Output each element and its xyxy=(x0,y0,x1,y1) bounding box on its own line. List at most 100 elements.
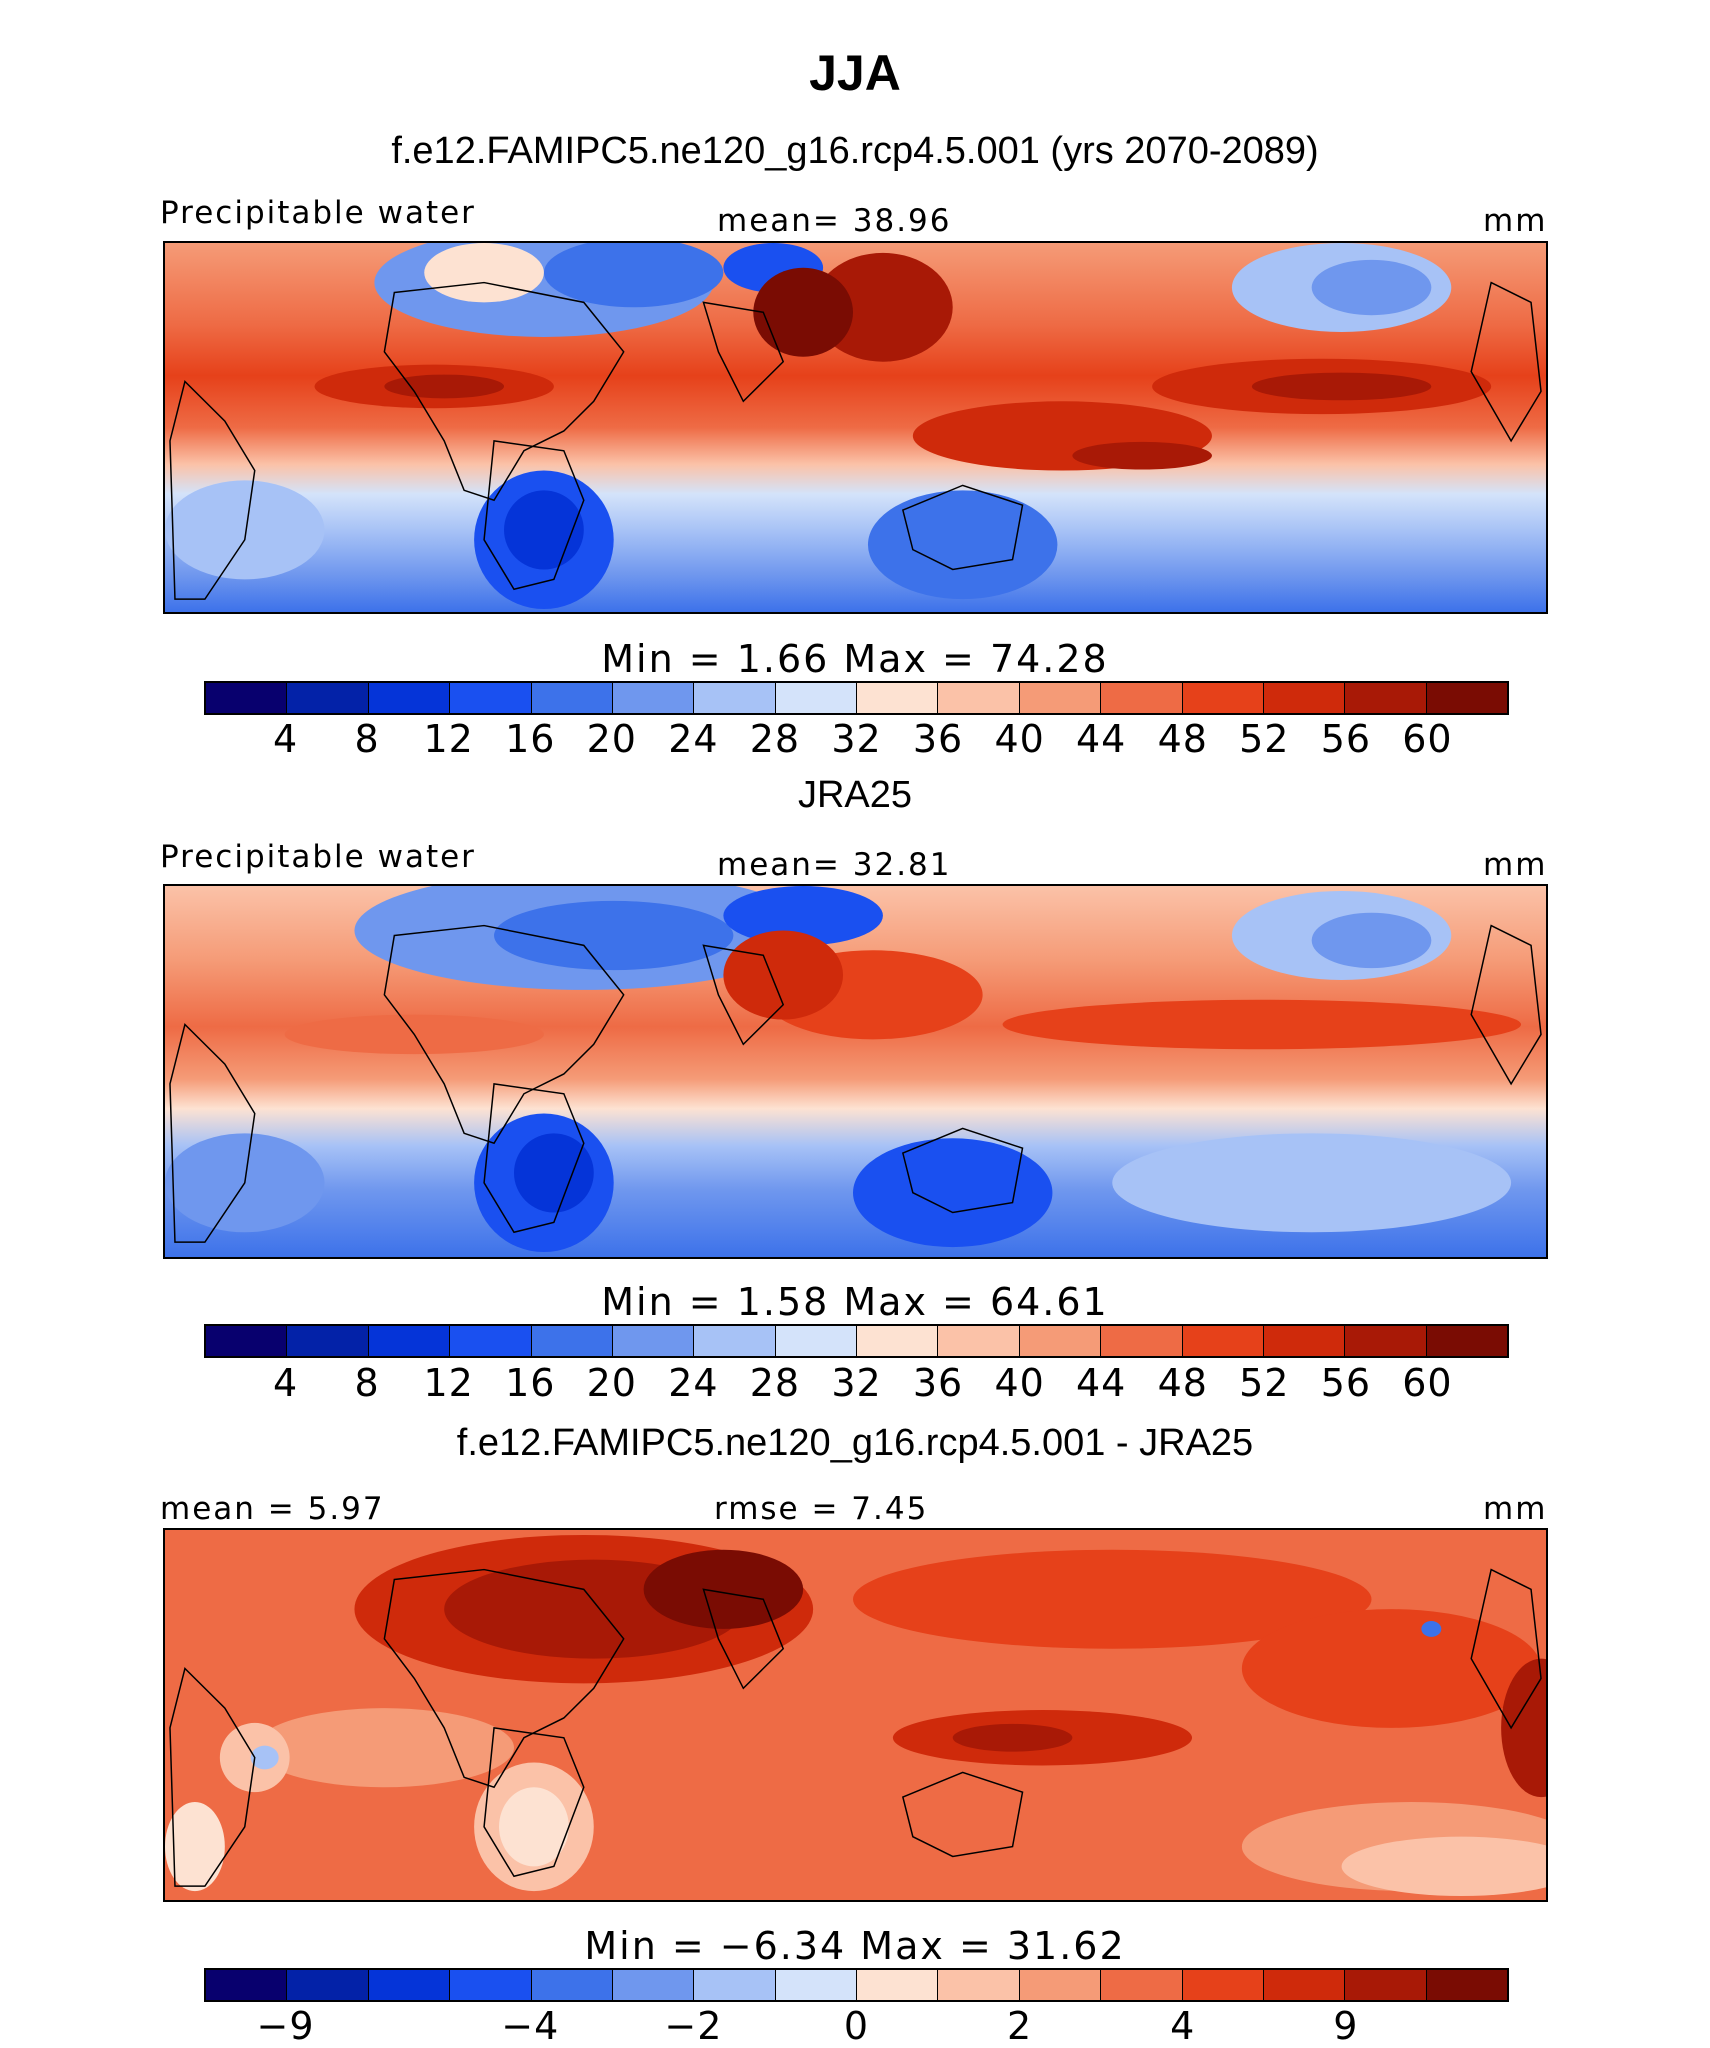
colorbar-tick-label: 60 xyxy=(1402,717,1453,761)
colorbar-tick-label: 44 xyxy=(1076,1361,1127,1405)
figure-title: JJA xyxy=(809,45,901,101)
panel-2-min-max: Min = 1.58 Max = 64.61 xyxy=(601,1280,1109,1324)
colorbar-swatch xyxy=(287,1970,369,2000)
colorbar-tick-label: −4 xyxy=(501,2004,560,2048)
panel-2-map xyxy=(163,884,1548,1259)
colorbar-swatch xyxy=(1019,1970,1102,2000)
panel-1-min-max: Min = 1.66 Max = 74.28 xyxy=(601,637,1109,681)
panel-3-rmse-label: rmse = 7.45 xyxy=(714,1491,929,1527)
colorbar-tick-label: 36 xyxy=(912,1361,964,1405)
colorbar-swatch xyxy=(775,1326,857,1356)
colorbar-swatch xyxy=(612,1970,695,2000)
panel-1-variable-label: Precipitable water xyxy=(160,195,476,231)
colorbar-swatch xyxy=(938,1326,1020,1356)
colorbar-tick-label: 12 xyxy=(423,717,474,761)
colorbar-swatch xyxy=(531,1326,613,1356)
panel-3-contour-field xyxy=(165,1530,1546,1900)
panel-2-mean-label: mean= 32.81 xyxy=(717,847,952,883)
colorbar-tick-label: 4 xyxy=(1170,2004,1196,2048)
colorbar-swatch xyxy=(206,683,288,713)
panel-3-min-max: Min = −6.34 Max = 31.62 xyxy=(584,1924,1126,1968)
panel-1-title: f.e12.FAMIPC5.ne120_g16.rcp4.5.001 (yrs … xyxy=(391,130,1319,172)
panel-2-title: JRA25 xyxy=(797,774,913,816)
colorbar-swatch xyxy=(775,683,857,713)
panel-1-units-label: mm xyxy=(1483,203,1548,239)
colorbar-tick-label: 0 xyxy=(843,2004,870,2048)
colorbar-swatch xyxy=(1263,683,1346,713)
colorbar-swatch xyxy=(694,1326,776,1356)
panel-3-colorbar xyxy=(204,1968,1509,2002)
colorbar-tick-label: 20 xyxy=(586,717,637,761)
colorbar-swatch xyxy=(1182,1970,1264,2000)
colorbar-tick-label: 4 xyxy=(272,1361,299,1405)
colorbar-swatch xyxy=(612,683,695,713)
colorbar-swatch xyxy=(1182,1326,1264,1356)
colorbar-swatch xyxy=(1101,1970,1183,2000)
colorbar-swatch xyxy=(1345,1970,1427,2000)
colorbar-swatch xyxy=(775,1970,857,2000)
colorbar-swatch xyxy=(531,1970,613,2000)
colorbar-swatch xyxy=(938,683,1020,713)
colorbar-swatch xyxy=(450,1326,532,1356)
panel-2-colorbar xyxy=(204,1324,1509,1358)
colorbar-swatch xyxy=(938,1970,1020,2000)
colorbar-swatch xyxy=(368,683,451,713)
colorbar-tick-label: 40 xyxy=(994,717,1045,761)
colorbar-tick-label: 48 xyxy=(1157,717,1208,761)
colorbar-tick-label: 2 xyxy=(1007,2004,1033,2048)
panel-1-colorbar-ticks: 4 8 12 16 20 24 28 32 36 40 44 48 52 56 60 xyxy=(204,717,1509,761)
colorbar-swatch xyxy=(450,1970,532,2000)
colorbar-tick-label: 8 xyxy=(354,1361,380,1405)
panel-2-variable-label: Precipitable water xyxy=(160,839,476,875)
colorbar-swatch xyxy=(857,1326,939,1356)
colorbar-tick-label: −2 xyxy=(664,2004,723,2048)
colorbar-tick-label: 48 xyxy=(1157,1361,1208,1405)
colorbar-tick-label: 60 xyxy=(1402,1361,1453,1405)
colorbar-tick-label: 16 xyxy=(505,717,556,761)
colorbar-tick-label: 44 xyxy=(1076,717,1127,761)
colorbar-tick-label: −9 xyxy=(256,2004,315,2048)
colorbar-swatch xyxy=(694,683,776,713)
colorbar-swatch xyxy=(1182,683,1264,713)
colorbar-tick-label: 28 xyxy=(749,1361,801,1405)
panel-1-mean-label: mean= 38.96 xyxy=(717,203,952,239)
colorbar-swatch xyxy=(1263,1326,1346,1356)
colorbar-tick-label: 52 xyxy=(1239,1361,1290,1405)
panel-2-units-label: mm xyxy=(1483,847,1548,883)
colorbar-swatch xyxy=(1345,683,1427,713)
colorbar-swatch xyxy=(1019,683,1102,713)
colorbar-swatch xyxy=(1101,1326,1183,1356)
colorbar-tick-label: 56 xyxy=(1320,717,1372,761)
colorbar-tick-label: 28 xyxy=(749,717,801,761)
colorbar-swatch xyxy=(206,1970,288,2000)
colorbar-swatch xyxy=(612,1326,695,1356)
panel-2-colorbar-ticks: 4 8 12 16 20 24 28 32 36 40 44 48 52 56 60 xyxy=(204,1361,1509,1405)
panel-1-map xyxy=(163,241,1548,614)
colorbar-swatch xyxy=(1426,1970,1507,2000)
colorbar-swatch xyxy=(206,1326,288,1356)
colorbar-swatch xyxy=(287,1326,369,1356)
colorbar-swatch xyxy=(1101,683,1183,713)
panel-1-colorbar xyxy=(204,681,1509,715)
colorbar-tick-label: 12 xyxy=(423,1361,474,1405)
colorbar-tick-label: 9 xyxy=(1333,2004,1359,2048)
colorbar-tick-label: 24 xyxy=(668,717,719,761)
panel-1-contour-field xyxy=(165,243,1546,612)
colorbar-swatch xyxy=(1263,1970,1346,2000)
colorbar-swatch xyxy=(287,683,369,713)
colorbar-tick-label: 56 xyxy=(1320,1361,1372,1405)
colorbar-tick-label: 24 xyxy=(668,1361,719,1405)
panel-3-units-label: mm xyxy=(1483,1491,1548,1527)
colorbar-tick-label: 4 xyxy=(272,717,299,761)
colorbar-tick-label: 16 xyxy=(505,1361,556,1405)
colorbar-tick-label: 52 xyxy=(1239,717,1290,761)
colorbar-swatch xyxy=(450,683,532,713)
colorbar-swatch xyxy=(531,683,613,713)
colorbar-tick-label: 8 xyxy=(354,717,380,761)
panel-3-map xyxy=(163,1528,1548,1902)
colorbar-tick-label: 36 xyxy=(912,717,964,761)
colorbar-tick-label: 32 xyxy=(831,1361,882,1405)
colorbar-swatch xyxy=(857,1970,939,2000)
colorbar-tick-label: 32 xyxy=(831,717,882,761)
panel-3-colorbar-ticks: −9 −4 −2 0 2 4 9 xyxy=(204,2004,1509,2048)
